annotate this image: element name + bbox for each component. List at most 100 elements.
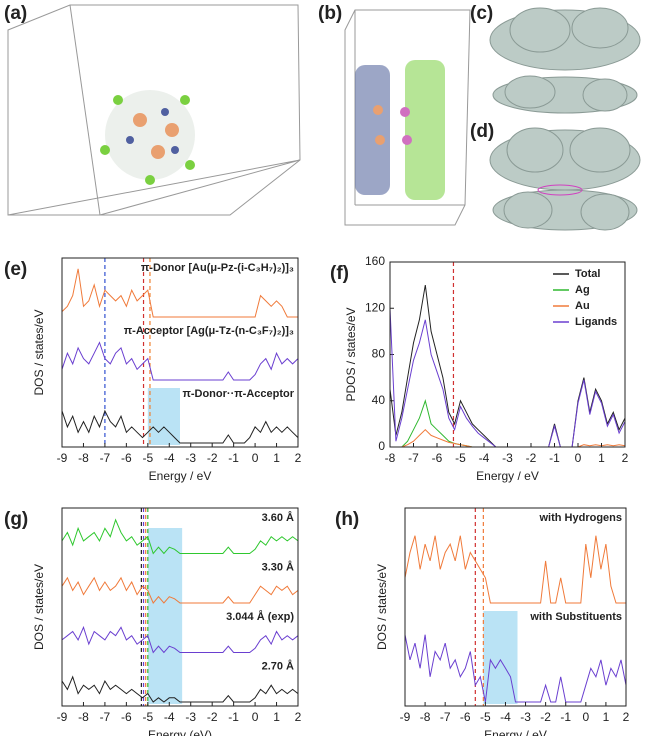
- curve-label: 2.70 Å: [262, 659, 294, 672]
- legend-label: Total: [575, 268, 600, 280]
- spectrum-line: [61, 341, 299, 381]
- x-axis-label: Energy (eV): [148, 728, 212, 736]
- x-tick-label: -8: [420, 710, 431, 724]
- curve-label: 3.60 Å: [262, 511, 294, 524]
- structure-a: [7, 4, 301, 216]
- panel-label: (g): [4, 509, 28, 530]
- x-tick-label: -8: [385, 451, 396, 465]
- molecule-b: [355, 60, 445, 200]
- x-tick-label: 2: [295, 451, 302, 465]
- x-tick-label: -6: [432, 451, 443, 465]
- y-axis-label: DOS / states/eV: [32, 564, 46, 650]
- panel-label: (c): [470, 3, 493, 24]
- x-tick-label: 2: [295, 710, 302, 724]
- spectrum-line: [61, 625, 299, 654]
- x-tick-label: -3: [185, 451, 196, 465]
- x-tick-label: -5: [480, 710, 491, 724]
- x-tick-label: -4: [500, 710, 511, 724]
- spectrum-line: [404, 535, 626, 604]
- highlight-region: [147, 528, 183, 704]
- x-tick-label: -9: [57, 451, 68, 465]
- x-tick-label: 0: [575, 451, 582, 465]
- spectrum-line: [61, 409, 299, 444]
- x-tick-label: -9: [400, 710, 411, 724]
- y-tick-label: 0: [378, 439, 385, 453]
- y-axis-label: DOS / states/eV: [32, 309, 46, 395]
- x-tick-label: -7: [408, 451, 419, 465]
- x-tick-label: -7: [100, 451, 111, 465]
- x-tick-label: -5: [142, 710, 153, 724]
- x-axis-label: Energy / eV: [149, 469, 212, 483]
- spectrum-line: [390, 399, 625, 448]
- x-tick-label: -1: [228, 451, 239, 465]
- curve-label: with Substituents: [529, 611, 622, 623]
- x-tick-label: -1: [560, 710, 571, 724]
- molecule-a: [100, 90, 195, 185]
- legend-label: Au: [575, 300, 590, 312]
- x-tick-label: 2: [623, 710, 630, 724]
- x-tick-label: -3: [502, 451, 513, 465]
- spectrum-line: [389, 308, 626, 448]
- x-tick-label: -8: [78, 451, 89, 465]
- x-tick-label: 1: [273, 710, 280, 724]
- x-tick-label: -2: [540, 710, 551, 724]
- x-axis-label: Energy / eV: [484, 728, 547, 736]
- x-tick-label: -2: [526, 451, 537, 465]
- legend-label: Ag: [575, 284, 590, 296]
- x-tick-label: -2: [207, 451, 218, 465]
- highlight-region: [483, 611, 518, 704]
- panel-label: (b): [318, 3, 342, 24]
- x-tick-label: 0: [252, 451, 259, 465]
- curve-label: π-Acceptor [Ag(μ-Tz-(n-C₃F₇)₂)]₃: [124, 325, 294, 337]
- x-tick-label: -4: [164, 451, 175, 465]
- x-tick-label: 0: [582, 710, 589, 724]
- plot-frame: [61, 507, 299, 707]
- x-tick-label: -7: [440, 710, 451, 724]
- y-axis-label: PDOS / states/eV: [344, 307, 358, 401]
- curve-label: π-Donor··π-Acceptor: [182, 388, 294, 400]
- x-tick-label: -2: [207, 710, 218, 724]
- x-tick-label: -4: [164, 710, 175, 724]
- x-tick-label: 1: [603, 710, 610, 724]
- x-tick-label: -5: [142, 451, 153, 465]
- x-tick-label: -6: [121, 710, 132, 724]
- x-tick-label: 1: [598, 451, 605, 465]
- legend-label: Ligands: [575, 316, 617, 328]
- y-axis-label: DOS / states/eV: [375, 564, 389, 650]
- plot-frame: [61, 257, 299, 448]
- x-tick-label: 1: [273, 451, 280, 465]
- spectrum-line: [61, 268, 298, 318]
- x-tick-label: -8: [78, 710, 89, 724]
- x-tick-label: -6: [460, 710, 471, 724]
- spectrum-line: [404, 634, 627, 703]
- x-tick-label: 2: [622, 451, 629, 465]
- curve-label: 3.044 Å (exp): [226, 610, 294, 623]
- plot-frame: [389, 261, 626, 448]
- spectrum-line: [61, 576, 299, 604]
- curve-label: 3.30 Å: [262, 560, 294, 573]
- panel-label: (f): [330, 263, 349, 284]
- y-tick-label: 160: [365, 254, 385, 268]
- plot-frame: [404, 507, 627, 707]
- panel-label: (e): [4, 259, 27, 280]
- x-tick-label: -1: [549, 451, 560, 465]
- x-tick-label: 0: [252, 710, 259, 724]
- panel-label: (d): [470, 121, 494, 142]
- x-tick-label: -1: [228, 710, 239, 724]
- curve-label: π-Donor [Au(μ-Pz-(i-C₃H₇)₂)]₃: [141, 262, 294, 274]
- spectrum-line: [61, 675, 299, 703]
- surface-d: [489, 127, 641, 231]
- surface-c: [489, 7, 641, 114]
- panel-label: (h): [335, 509, 359, 530]
- spectrum-line: [389, 285, 626, 448]
- x-tick-label: -3: [520, 710, 531, 724]
- x-axis-label: Energy / eV: [476, 469, 539, 483]
- y-tick-label: 80: [372, 347, 386, 361]
- y-tick-label: 120: [365, 300, 385, 314]
- x-tick-label: -6: [121, 451, 132, 465]
- x-tick-label: -7: [100, 710, 111, 724]
- x-tick-label: -9: [57, 710, 68, 724]
- x-tick-label: -4: [479, 451, 490, 465]
